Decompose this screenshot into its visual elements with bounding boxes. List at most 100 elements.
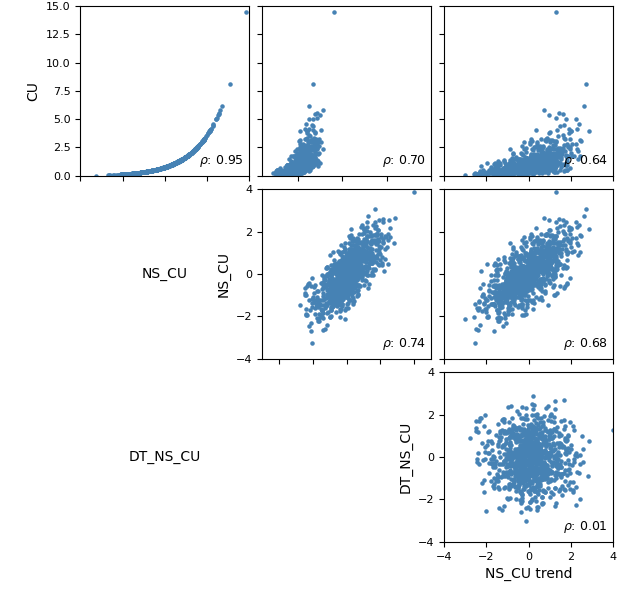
Point: [370, 217, 380, 227]
Point: [336, 267, 346, 277]
Point: [489, 480, 499, 489]
Point: [550, 163, 560, 172]
Point: [127, 169, 137, 178]
Point: [130, 169, 140, 178]
Point: [571, 217, 581, 227]
Point: [136, 167, 146, 177]
Point: [569, 450, 579, 460]
Point: [552, 289, 562, 299]
Point: [358, 238, 368, 248]
Point: [367, 250, 377, 260]
Point: [203, 129, 213, 138]
Point: [514, 167, 524, 176]
Point: [357, 238, 366, 247]
Point: [296, 164, 306, 174]
Point: [299, 163, 309, 173]
Point: [519, 157, 529, 166]
Point: [167, 160, 177, 169]
Point: [308, 125, 318, 135]
Point: [584, 224, 594, 234]
Point: [204, 126, 214, 136]
Point: [525, 272, 535, 282]
Point: [517, 165, 527, 175]
Point: [474, 296, 483, 306]
Point: [361, 276, 371, 286]
Point: [305, 154, 315, 163]
Point: [293, 161, 303, 170]
Point: [510, 289, 520, 299]
Point: [549, 267, 559, 277]
Point: [290, 163, 300, 172]
Point: [168, 159, 178, 169]
Point: [289, 166, 299, 175]
Point: [537, 161, 547, 170]
Point: [561, 444, 571, 453]
Point: [300, 152, 310, 162]
Point: [527, 284, 537, 294]
Point: [171, 158, 181, 168]
Point: [291, 162, 301, 172]
Point: [286, 167, 296, 177]
Point: [293, 162, 303, 172]
Point: [329, 7, 339, 16]
Point: [550, 152, 560, 162]
Point: [556, 430, 566, 440]
Point: [540, 158, 550, 167]
Point: [535, 456, 545, 465]
Point: [295, 167, 305, 176]
Point: [550, 281, 560, 290]
Point: [160, 162, 170, 172]
Point: [326, 305, 336, 315]
Point: [348, 261, 358, 271]
Point: [505, 269, 515, 279]
Point: [516, 285, 526, 295]
Point: [564, 447, 574, 457]
Point: [379, 266, 389, 276]
Text: $\rho$: 0.95: $\rho$: 0.95: [199, 153, 244, 169]
Point: [292, 162, 302, 172]
Point: [501, 279, 511, 289]
Point: [295, 157, 305, 166]
Point: [543, 252, 553, 261]
Point: [290, 167, 300, 176]
Point: [293, 164, 303, 173]
Point: [524, 267, 534, 277]
Point: [280, 169, 290, 179]
Point: [295, 157, 305, 166]
Point: [574, 120, 584, 129]
Point: [526, 244, 536, 253]
Point: [513, 453, 522, 462]
Point: [524, 274, 534, 284]
Point: [524, 166, 534, 176]
Point: [526, 155, 536, 164]
Point: [497, 279, 507, 288]
Point: [318, 280, 328, 290]
Point: [152, 164, 162, 174]
Point: [495, 303, 504, 313]
Point: [484, 166, 494, 175]
Point: [330, 296, 340, 305]
Point: [517, 141, 527, 151]
Point: [527, 166, 537, 176]
Point: [537, 459, 547, 468]
Point: [565, 128, 574, 138]
Point: [340, 275, 350, 284]
Point: [510, 264, 520, 273]
Point: [288, 167, 298, 176]
Point: [534, 255, 543, 264]
Point: [188, 146, 198, 156]
Point: [292, 164, 301, 173]
Point: [314, 141, 324, 151]
Point: [292, 166, 301, 175]
Point: [521, 161, 530, 170]
Point: [525, 265, 535, 275]
Point: [508, 277, 517, 287]
Point: [540, 158, 550, 168]
Point: [298, 157, 308, 167]
Point: [286, 166, 296, 175]
Point: [509, 287, 519, 296]
Point: [145, 166, 155, 176]
Point: [563, 430, 573, 440]
Point: [533, 161, 543, 171]
Point: [161, 162, 171, 172]
